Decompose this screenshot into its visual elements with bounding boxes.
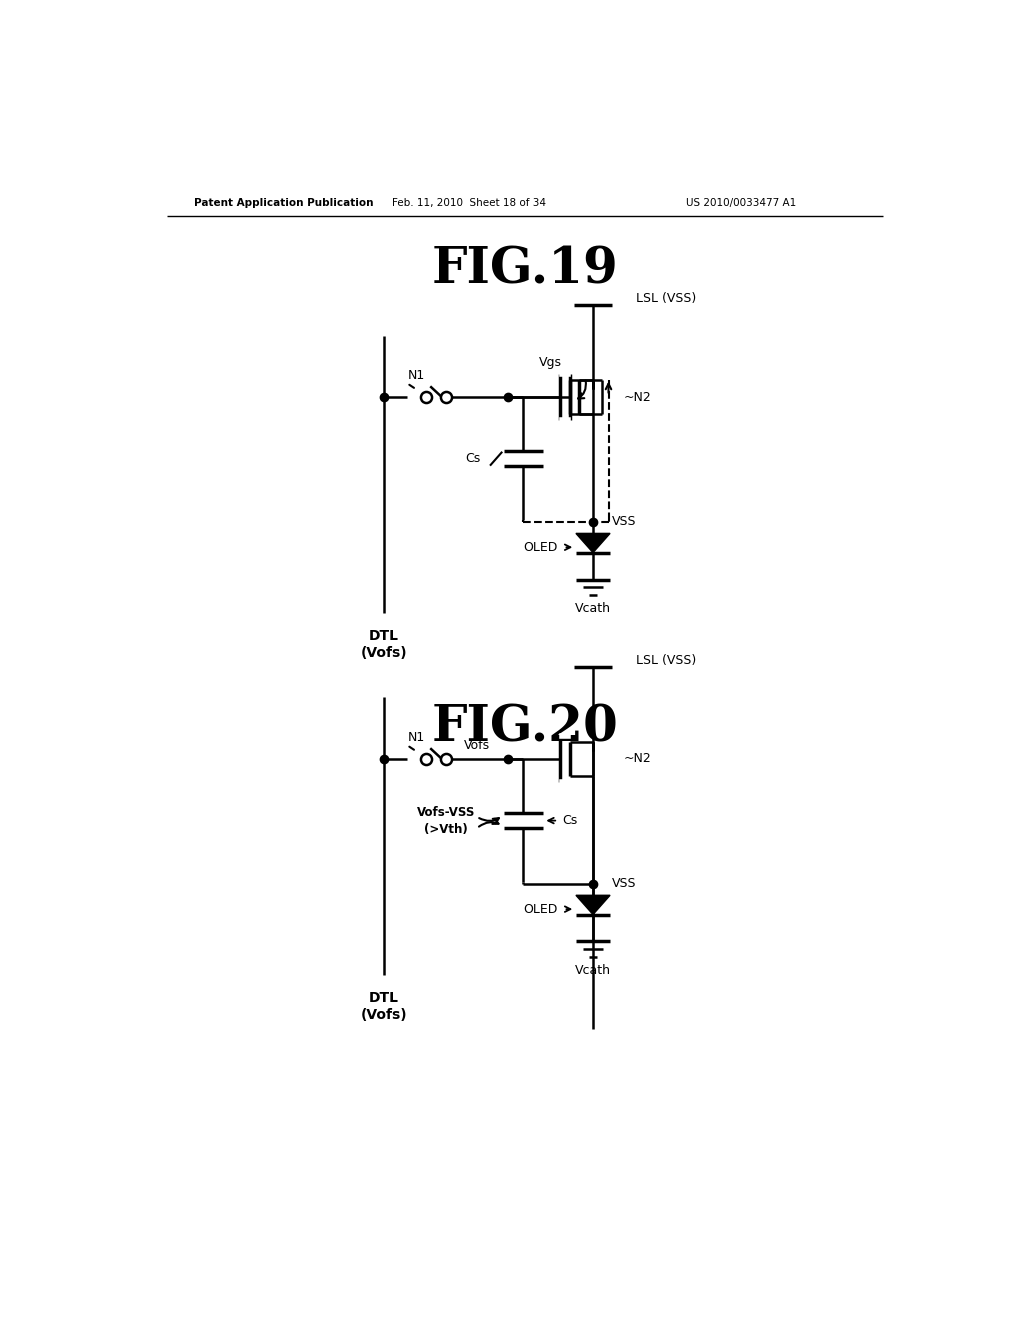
Text: Cs: Cs	[562, 814, 578, 828]
Text: Cs: Cs	[465, 453, 480, 465]
Text: (>Vth): (>Vth)	[424, 824, 468, 837]
Text: Patent Application Publication: Patent Application Publication	[194, 198, 374, 209]
Polygon shape	[575, 895, 610, 915]
Text: DTL: DTL	[369, 628, 398, 643]
Text: (Vofs): (Vofs)	[360, 1007, 408, 1022]
Text: Vgs: Vgs	[539, 356, 562, 370]
Text: Vofs: Vofs	[464, 739, 489, 751]
Text: FIG.19: FIG.19	[431, 246, 618, 294]
Text: ~N2: ~N2	[624, 752, 651, 766]
Text: Vcath: Vcath	[575, 602, 611, 615]
Text: VSS: VSS	[612, 515, 637, 528]
Text: Vcath: Vcath	[575, 964, 611, 977]
Text: Vofs-VSS: Vofs-VSS	[417, 807, 475, 820]
Text: N1: N1	[408, 370, 425, 381]
Text: LSL (VSS): LSL (VSS)	[636, 653, 696, 667]
Text: Feb. 11, 2010  Sheet 18 of 34: Feb. 11, 2010 Sheet 18 of 34	[392, 198, 546, 209]
Text: LSL (VSS): LSL (VSS)	[636, 292, 696, 305]
Polygon shape	[575, 533, 610, 553]
Text: (Vofs): (Vofs)	[360, 645, 408, 660]
Text: US 2010/0033477 A1: US 2010/0033477 A1	[686, 198, 797, 209]
Text: ~N2: ~N2	[624, 391, 651, 404]
Text: OLED: OLED	[523, 541, 558, 554]
Text: OLED: OLED	[523, 903, 558, 916]
Text: N1: N1	[408, 731, 425, 744]
Text: DTL: DTL	[369, 991, 398, 1005]
Text: VSS: VSS	[612, 878, 637, 890]
Text: FIG.20: FIG.20	[431, 704, 618, 752]
